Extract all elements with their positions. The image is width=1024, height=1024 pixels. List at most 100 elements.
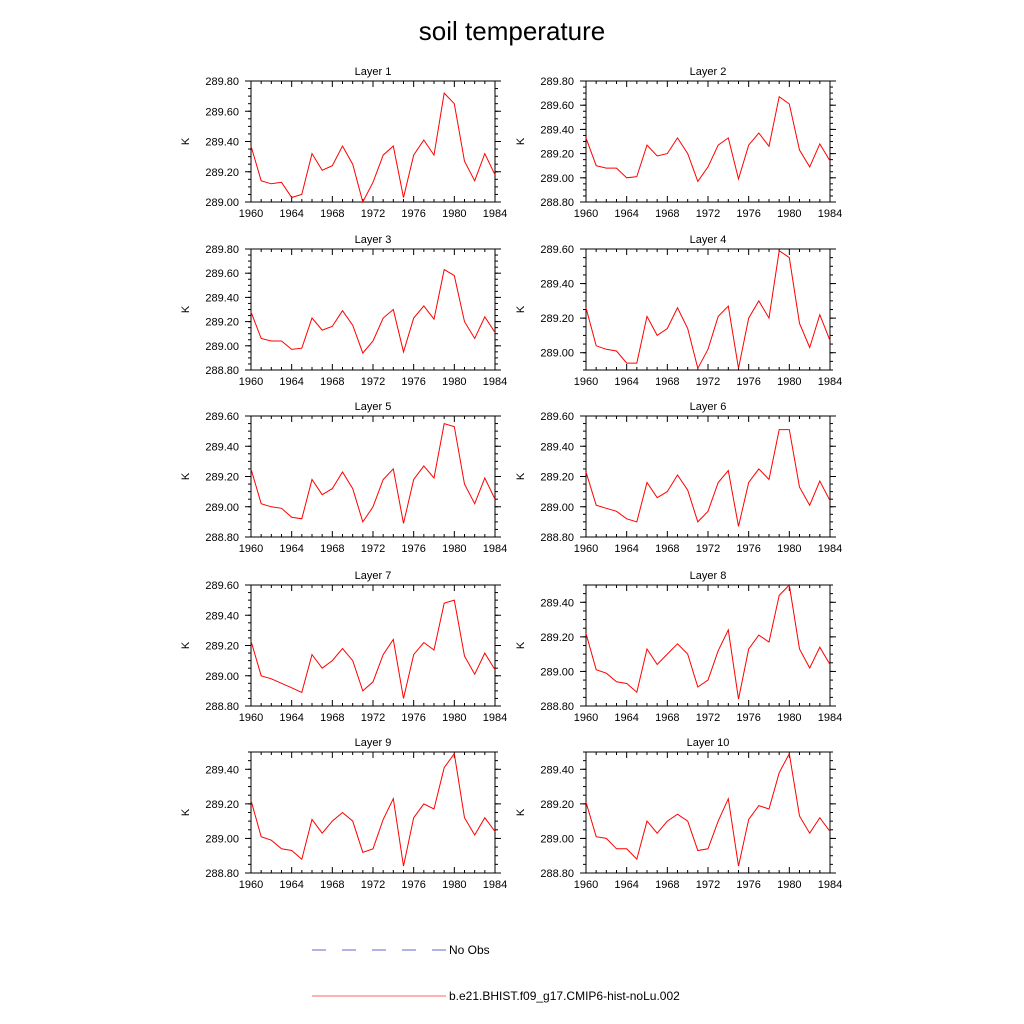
y-tick-label: 289.20 [205, 317, 239, 329]
plot-frame [585, 584, 831, 707]
series-line [250, 268, 496, 355]
x-tick-label: 1976 [736, 712, 760, 724]
panel-title: Layer 1 [355, 66, 392, 78]
panel-title: Layer 9 [355, 737, 392, 749]
panel-title: Layer 3 [355, 234, 392, 246]
x-tick-label: 1960 [239, 543, 263, 555]
plot-frame [585, 415, 831, 538]
x-tick-label: 1960 [574, 712, 598, 724]
x-tick-label: 1976 [736, 543, 760, 555]
x-tick-label: 1964 [614, 376, 638, 388]
x-tick-label: 1984 [818, 543, 842, 555]
x-tick-label: 1972 [696, 376, 720, 388]
x-tick-label: 1984 [483, 712, 507, 724]
x-tick-label: 1972 [361, 879, 385, 891]
x-tick-label: 1980 [777, 208, 801, 220]
x-tick-label: 1984 [483, 208, 507, 220]
panel-7: Layer 7 K 1960 1964 1968 1972 1976 1980 1984 288.… [180, 570, 507, 724]
x-tick-label: 1980 [442, 543, 466, 555]
x-tick-label: 1980 [442, 208, 466, 220]
plot-frame [250, 80, 496, 203]
series-line [250, 599, 496, 699]
y-tick-label: 288.80 [540, 868, 574, 880]
plot-frame [250, 415, 496, 538]
panel-4: Layer 4 K 1960 1964 1968 1972 1976 1980 1984 289.… [515, 234, 842, 388]
x-tick-label: 1968 [320, 712, 344, 724]
y-tick-label: 289.20 [540, 632, 574, 644]
y-tick-label: 289.60 [205, 411, 239, 423]
panel-title: Layer 6 [690, 401, 727, 413]
x-tick-label: 1964 [279, 208, 303, 220]
series-line [585, 429, 831, 527]
x-tick-label: 1980 [777, 879, 801, 891]
y-axis-label: K [180, 641, 192, 649]
x-tick-label: 1960 [574, 879, 598, 891]
figure-title: soil temperature [419, 16, 605, 46]
panel-9: Layer 9 K 1960 1964 1968 1972 1976 1980 1984 288.… [180, 737, 507, 891]
y-tick-label: 289.40 [205, 764, 239, 776]
x-tick-label: 1968 [655, 543, 679, 555]
x-tick-label: 1976 [401, 208, 425, 220]
y-axis-label: K [180, 305, 192, 313]
x-tick-label: 1984 [818, 712, 842, 724]
x-tick-label: 1984 [483, 376, 507, 388]
panel-2: Layer 2 K 1960 1964 1968 1972 1976 1980 1984 288.… [515, 66, 842, 220]
x-tick-label: 1976 [401, 376, 425, 388]
y-axis-label: K [515, 808, 527, 816]
y-tick-label: 289.00 [205, 197, 239, 209]
panel-title: Layer 7 [355, 570, 392, 582]
y-axis-label: K [515, 641, 527, 649]
x-tick-label: 1980 [777, 376, 801, 388]
panel-title: Layer 2 [690, 66, 727, 78]
x-tick-label: 1968 [655, 712, 679, 724]
series-line [585, 583, 831, 700]
x-tick-label: 1984 [818, 879, 842, 891]
y-tick-label: 288.80 [540, 701, 574, 713]
x-tick-label: 1960 [574, 208, 598, 220]
y-axis-label: K [180, 472, 192, 480]
plot-frame [585, 80, 831, 203]
y-tick-label: 289.60 [205, 580, 239, 592]
plot-frame [250, 248, 496, 371]
y-tick-label: 289.20 [540, 313, 574, 325]
y-axis-label: K [180, 137, 192, 145]
y-tick-label: 289.40 [540, 279, 574, 291]
y-tick-label: 289.40 [540, 441, 574, 453]
x-tick-label: 1980 [777, 543, 801, 555]
series-line [585, 95, 831, 183]
x-tick-label: 1972 [696, 712, 720, 724]
panel-title: Layer 10 [687, 737, 730, 749]
x-tick-label: 1980 [442, 712, 466, 724]
x-tick-label: 1972 [696, 208, 720, 220]
y-axis-label: K [180, 808, 192, 816]
y-tick-label: 289.00 [540, 833, 574, 845]
x-tick-label: 1960 [574, 543, 598, 555]
x-tick-label: 1984 [483, 543, 507, 555]
x-tick-label: 1976 [736, 376, 760, 388]
y-tick-label: 288.80 [205, 365, 239, 377]
x-tick-label: 1972 [361, 543, 385, 555]
x-tick-label: 1980 [777, 712, 801, 724]
x-tick-label: 1972 [361, 376, 385, 388]
y-tick-label: 289.20 [205, 799, 239, 811]
series-line [585, 752, 831, 867]
x-tick-label: 1976 [401, 543, 425, 555]
x-tick-label: 1984 [818, 376, 842, 388]
x-tick-label: 1980 [442, 879, 466, 891]
panel-title: Layer 4 [690, 234, 727, 246]
x-tick-label: 1976 [736, 208, 760, 220]
y-tick-label: 288.80 [205, 868, 239, 880]
x-tick-label: 1960 [239, 712, 263, 724]
x-tick-label: 1964 [614, 879, 638, 891]
y-tick-label: 289.60 [205, 268, 239, 280]
panel-title: Layer 8 [690, 570, 727, 582]
x-tick-label: 1964 [279, 712, 303, 724]
y-tick-label: 289.80 [540, 76, 574, 88]
y-axis-label: K [515, 472, 527, 480]
y-tick-label: 289.60 [205, 106, 239, 118]
y-tick-label: 289.00 [205, 671, 239, 683]
y-tick-label: 289.20 [540, 799, 574, 811]
x-tick-label: 1976 [736, 879, 760, 891]
y-tick-label: 288.80 [540, 197, 574, 209]
x-tick-label: 1964 [614, 712, 638, 724]
